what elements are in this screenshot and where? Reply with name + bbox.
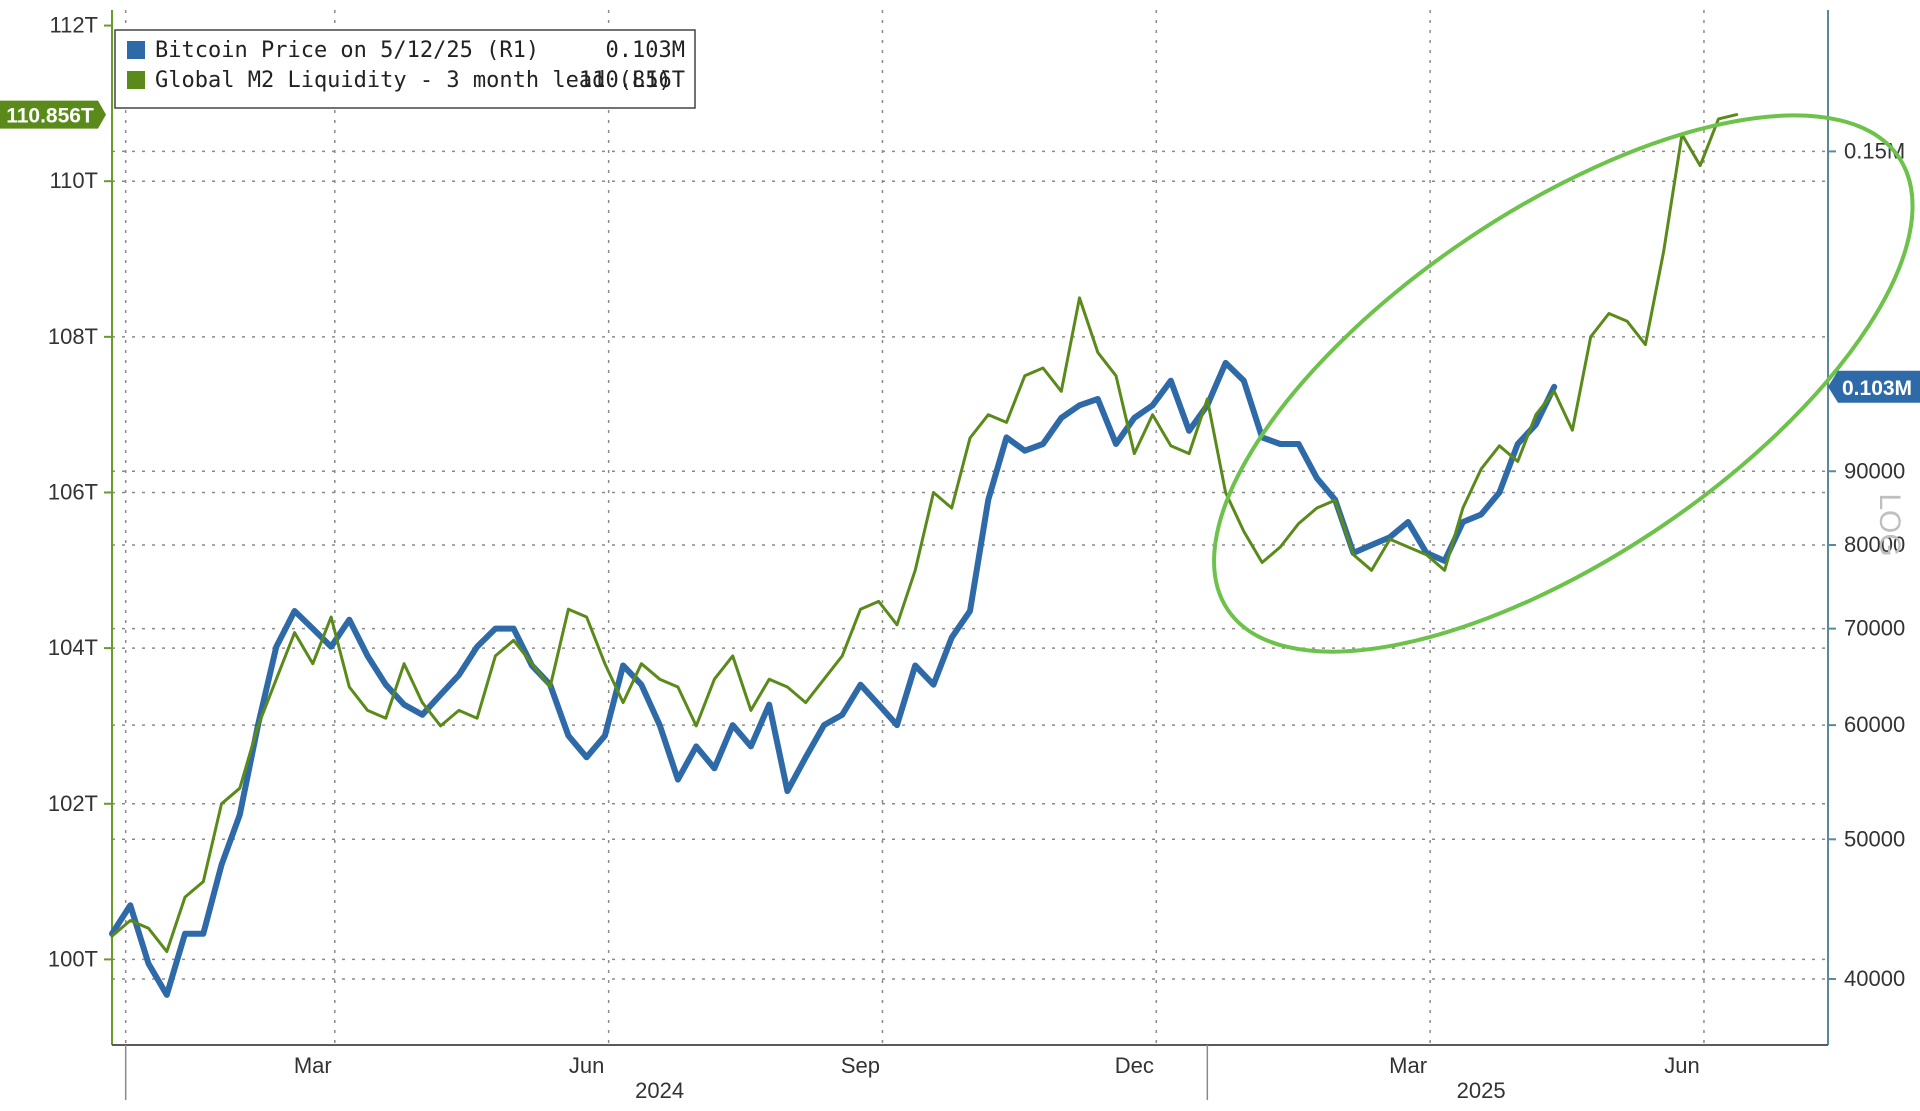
legend-swatch [127, 41, 145, 59]
left-tick-label: 104T [48, 635, 98, 660]
legend-value: 0.103M [606, 38, 685, 63]
right-tick-label: 70000 [1844, 616, 1905, 641]
right-tick-label: 60000 [1844, 712, 1905, 737]
right-tick-label: 90000 [1844, 458, 1905, 483]
year-label: 2025 [1457, 1078, 1506, 1103]
right-tick-label: 80000 [1844, 532, 1905, 557]
axes: 112T110T108T106T104T102T100T0.15M9000080… [48, 10, 1905, 1103]
left-tick-label: 110T [49, 168, 98, 193]
right-tick-label: 50000 [1844, 826, 1905, 851]
left-tick-label: 100T [48, 946, 98, 971]
right-tick-label: 40000 [1844, 966, 1905, 991]
btc-price-line [109, 359, 1558, 998]
m2-liquidity-line [110, 113, 1739, 954]
left-tag-box [0, 100, 106, 129]
month-tick-label: Mar [1389, 1053, 1427, 1078]
legend-box [114, 29, 696, 109]
left-tag-text: 110.856T [6, 105, 94, 128]
legend: Bitcoin Price on 5/12/25 (R1) 0.103M Globa… [114, 29, 696, 109]
right-tag-text: 0.103M [1842, 377, 1912, 400]
legend-value: 110.856T [579, 68, 685, 93]
left-tick-label: 106T [48, 479, 98, 504]
left-tick-label: 108T [48, 324, 98, 349]
series-lines [109, 113, 1739, 998]
month-tick-label: Mar [294, 1053, 332, 1078]
log-scale-label: LOG [1873, 493, 1906, 556]
month-tick-label: Dec [1115, 1053, 1154, 1078]
month-tick-label: Jun [1664, 1053, 1699, 1078]
year-label: 2024 [635, 1078, 684, 1103]
value-tags: 110.856T 0.103M [0, 100, 1920, 403]
right-value-tag: 0.103M [1828, 370, 1920, 403]
legend-label: Global M2 Liquidity - 3 month lead (L1) [155, 68, 672, 93]
legend-label: Bitcoin Price on 5/12/25 (R1) [155, 38, 539, 63]
left-tick-label: 102T [48, 791, 98, 816]
month-tick-label: Sep [841, 1053, 880, 1078]
month-tick-label: Jun [569, 1053, 604, 1078]
legend-swatch [127, 71, 145, 89]
highlight-ellipse [1212, 113, 1915, 654]
left-value-tag: 110.856T [0, 100, 106, 129]
gridlines [112, 10, 1828, 1045]
left-tick-label: 112T [49, 13, 98, 38]
highlight-ellipse-group [1212, 113, 1915, 654]
right-tag-box [1828, 370, 1920, 403]
